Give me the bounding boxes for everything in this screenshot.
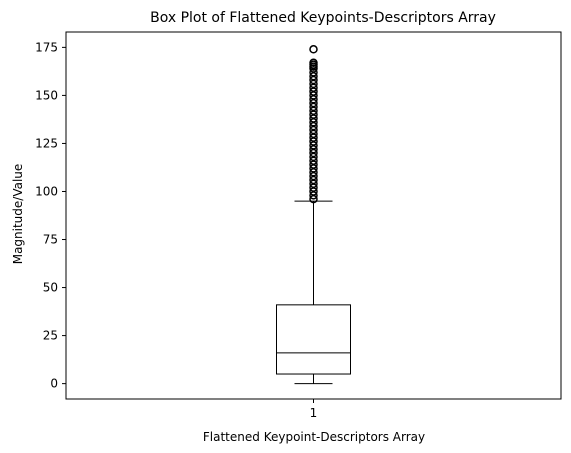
y-tick-label: 75 — [43, 233, 58, 247]
x-tick-label: 1 — [310, 406, 318, 420]
plot-area: 0 25 50 75 100 125 150 175 1 — [35, 31, 562, 420]
x-axis-label: Flattened Keypoint-Descriptors Array — [203, 430, 425, 444]
y-tick-label: 150 — [35, 88, 58, 102]
y-axis-label: Magnitude/Value — [11, 164, 25, 265]
outlier-point — [309, 58, 318, 67]
y-tick-label: 125 — [35, 136, 58, 150]
y-tick-label: 50 — [43, 281, 58, 295]
y-tick-label: 100 — [35, 184, 58, 198]
y-tick-label: 175 — [35, 40, 58, 54]
y-tick-label: 25 — [43, 329, 58, 343]
chart-title: Box Plot of Flattened Keypoints-Descript… — [150, 10, 496, 26]
y-tick-label: 0 — [50, 377, 58, 391]
iqr-box — [276, 304, 351, 375]
outlier-point — [309, 45, 318, 54]
